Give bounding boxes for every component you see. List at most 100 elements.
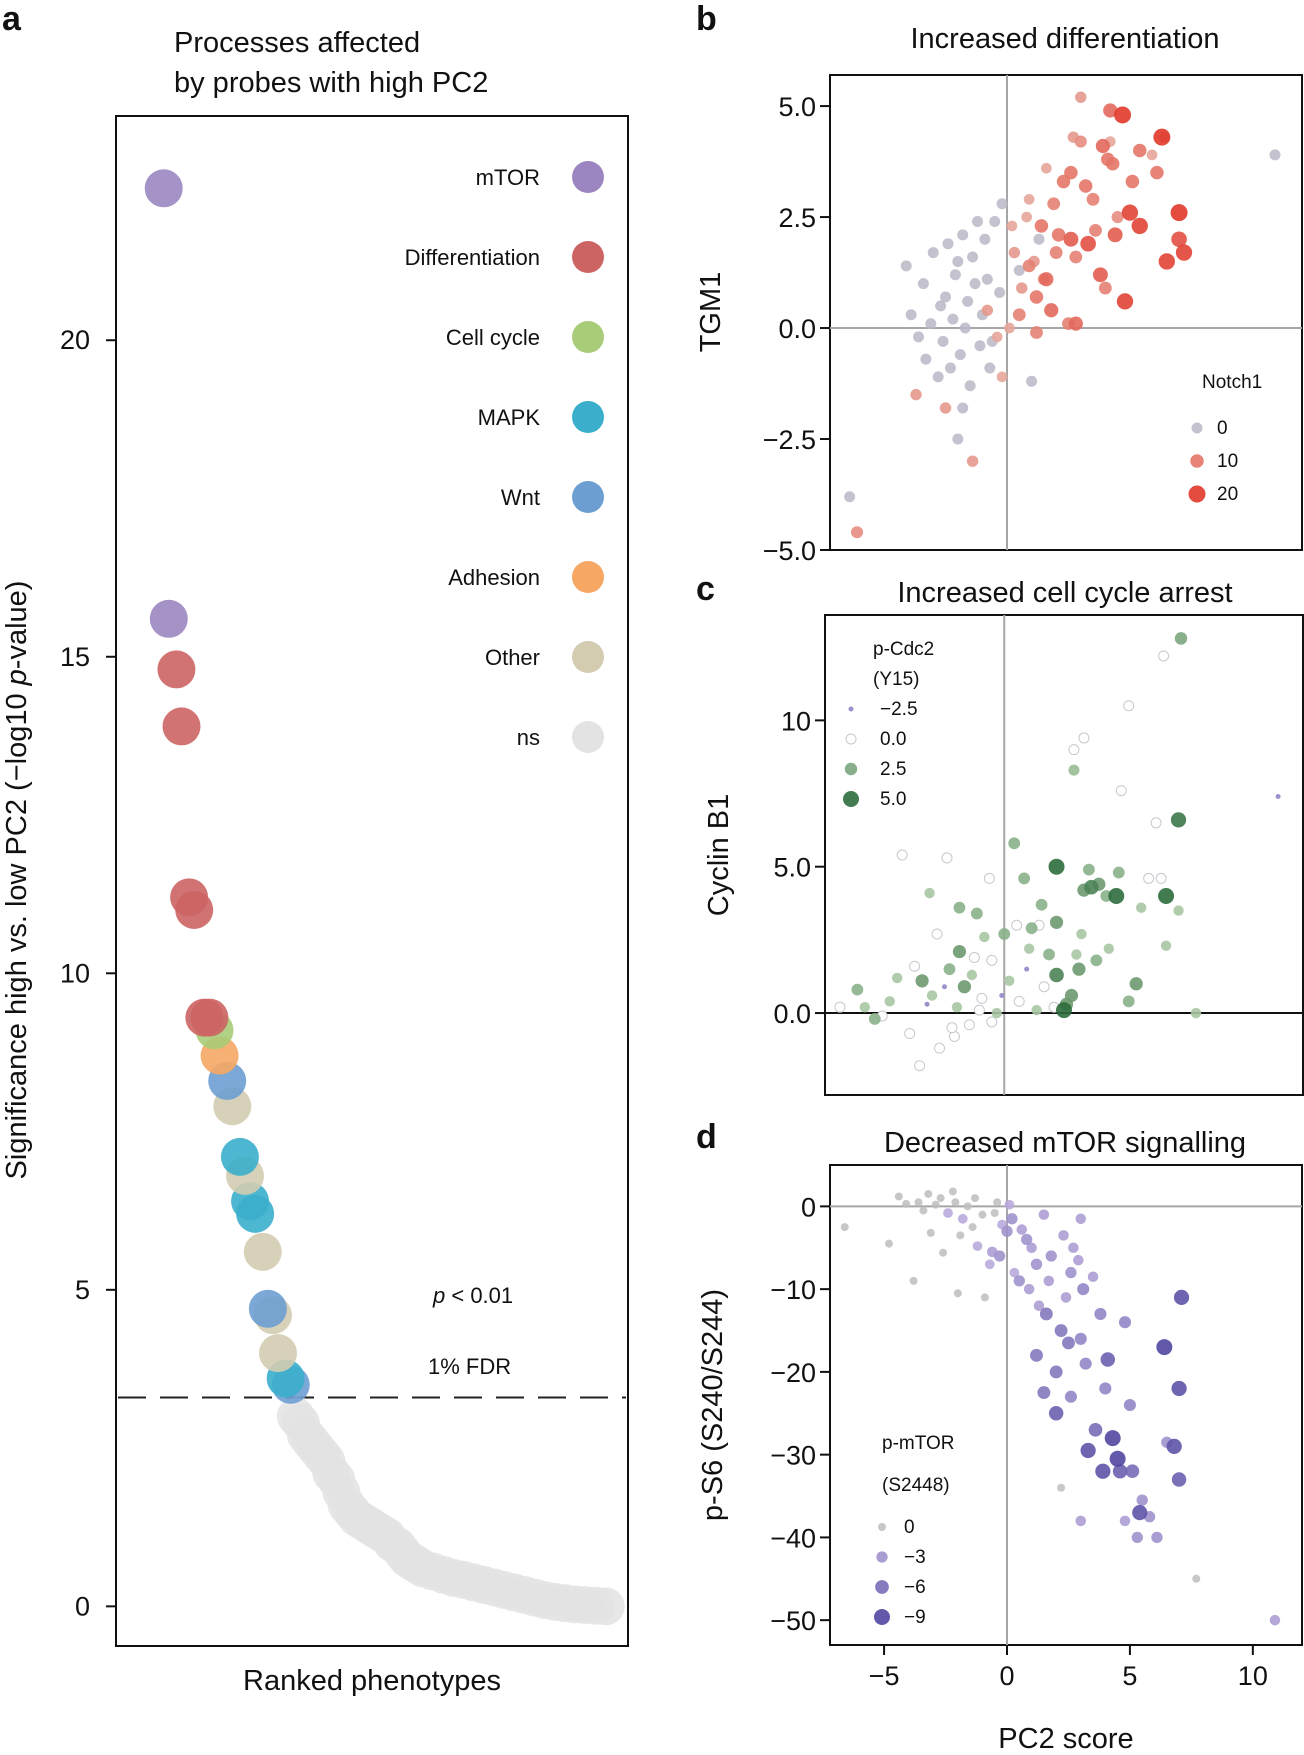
panel-b: b Increased differentiation 5.0 2.5 0.0 −2.… (695, 0, 1303, 566)
d-data-point (1030, 1348, 1043, 1362)
c-data-point (834, 1001, 846, 1013)
d-data-point (1192, 1574, 1201, 1583)
d-data-point (993, 1198, 1002, 1207)
d-legend-label: −6 (904, 1577, 926, 1598)
panel-c-frame (824, 614, 1304, 1096)
d-data-point (1132, 1504, 1148, 1521)
d-data-point (919, 1206, 928, 1215)
b-data-point (1089, 223, 1102, 237)
panel-a-title-line1: Processes affected (174, 27, 420, 59)
c-data-point (1049, 915, 1064, 929)
legend-label-adhesion: Adhesion (448, 565, 540, 590)
legend-label-differentiation: Differentiation (405, 245, 540, 270)
d-data-point (1171, 1472, 1187, 1487)
d-data-point (1013, 1275, 1025, 1287)
d-data-point (1037, 1386, 1051, 1400)
legend-label-ns: ns (517, 725, 540, 750)
phenotype-point-differentiation (157, 650, 196, 689)
d-data-point (1094, 1307, 1107, 1321)
panel-c-legend: p-Cdc2 (Y15) −2.5 0.0 2.5 5.0 (843, 639, 934, 810)
phenotype-point-other (259, 1334, 298, 1373)
panel-a-points (144, 169, 625, 1626)
d-x-tick-label: −5 (869, 1661, 900, 1691)
c-data-point (970, 907, 983, 920)
b-data-point (962, 295, 974, 307)
c-data-point (868, 1013, 881, 1025)
b-legend-label: 0 (1217, 418, 1228, 439)
c-data-point (1068, 744, 1080, 756)
b-data-point (994, 287, 1006, 299)
c-data-point (979, 931, 990, 943)
b-data-point (1269, 149, 1281, 161)
d-data-point (1088, 1422, 1103, 1437)
c-legend-label: 5.0 (880, 789, 906, 810)
c-legend-swatch (848, 706, 854, 712)
d-data-point (1087, 1271, 1099, 1283)
c-legend-label: 2.5 (880, 759, 906, 780)
b-y-tick-label: 5.0 (778, 92, 816, 122)
phenotype-point-other (243, 1232, 282, 1271)
c-data-point (926, 990, 938, 1001)
b-data-point (1121, 204, 1139, 221)
d-data-point (1001, 1225, 1013, 1237)
d-data-point (1125, 1464, 1140, 1479)
c-data-point (963, 1019, 975, 1031)
b-data-point (1016, 282, 1028, 294)
c-data-point (976, 992, 988, 1004)
legend-swatch-adhesion (572, 561, 604, 593)
b-data-point (1114, 106, 1132, 124)
c-data-point (1082, 863, 1095, 876)
b-data-point (940, 291, 952, 303)
c-data-point (957, 980, 972, 994)
b-data-point (966, 455, 979, 467)
legend-swatch-mapk (572, 401, 604, 433)
b-data-point (984, 362, 996, 374)
b-y-tick-label: −2.5 (763, 425, 816, 455)
b-data-point (981, 304, 994, 316)
d-data-point (1073, 1254, 1084, 1266)
c-data-point (1008, 837, 1021, 850)
c-data-point (859, 1001, 871, 1013)
c-legend-swatch (844, 762, 858, 776)
c-data-point (909, 960, 921, 972)
p-value-annotation: p < 0.01 (432, 1283, 513, 1308)
d-y-tick-label: −50 (770, 1606, 816, 1636)
d-legend-label: −9 (904, 1607, 926, 1628)
d-data-point (1064, 1390, 1077, 1403)
d-data-point (984, 1259, 995, 1270)
b-data-point (991, 331, 1003, 343)
legend-label-wnt: Wnt (501, 485, 540, 510)
c-data-point (999, 992, 1005, 998)
panel-a-frame (115, 115, 629, 1647)
b-data-point (1049, 246, 1063, 259)
b-data-point (1022, 259, 1036, 273)
d-data-point (1131, 1531, 1143, 1544)
d-data-point (1043, 1275, 1055, 1287)
panel-d-axes: 0−10−20−30−40−50−5 0 5 10 (770, 1165, 1302, 1691)
c-data-point (1160, 940, 1172, 951)
panel-b-frame (829, 74, 1303, 551)
d-data-point (1048, 1406, 1064, 1421)
d-data-point (1045, 1250, 1057, 1262)
c-data-point (1143, 872, 1155, 884)
b-y-tick-label: 2.5 (778, 203, 816, 233)
c-y-tick-label: 10 (781, 706, 811, 736)
c-data-point (1084, 879, 1099, 895)
d-data-point (1033, 1300, 1045, 1311)
d-data-point (914, 1198, 923, 1207)
c-data-point (1048, 858, 1065, 875)
b-data-point (942, 238, 954, 250)
d-data-point (1026, 1242, 1037, 1254)
panel-b-title: Increased differentiation (910, 23, 1219, 55)
c-data-point (991, 1007, 1002, 1019)
c-legend-label: 0.0 (880, 729, 906, 750)
c-data-point (851, 983, 864, 996)
d-legend-subtitle: (S2448) (882, 1475, 950, 1496)
c-data-point (1011, 919, 1023, 931)
phenotype-point-mtor (144, 169, 183, 208)
c-legend-title: p-Cdc2 (873, 639, 934, 660)
b-data-point (1051, 228, 1066, 242)
b-data-point (1008, 246, 1021, 259)
c-data-point (953, 901, 966, 914)
